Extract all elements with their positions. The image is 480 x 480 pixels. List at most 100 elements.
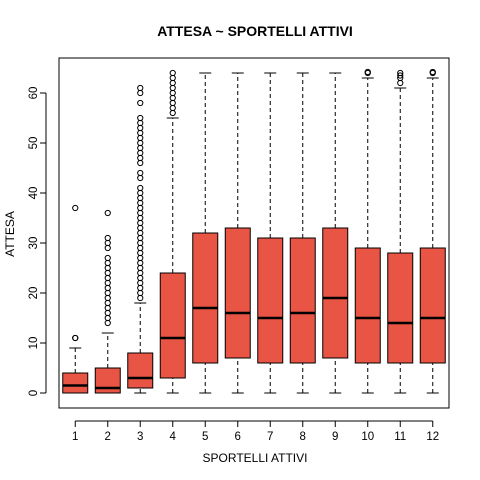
outlier-point — [137, 204, 144, 212]
box-rect — [257, 237, 284, 364]
box-group-6 — [224, 72, 251, 394]
outlier-point — [137, 239, 144, 247]
outlier-point — [169, 74, 176, 82]
outlier-point — [104, 274, 111, 282]
outlier-point — [137, 214, 144, 222]
chart-title: ATTESA ~ SPORTELLI ATTIVI — [157, 23, 353, 39]
outlier-point — [169, 104, 176, 112]
outlier-point — [429, 68, 436, 76]
outlier-point — [137, 119, 144, 127]
x-tick-label: 3 — [137, 431, 143, 443]
outlier-point — [137, 209, 144, 217]
outlier-point — [169, 94, 176, 102]
x-axis: 1 2 3 4 5 6 7 8 9 10 11 12 — [72, 420, 439, 443]
box-rect — [224, 227, 251, 359]
outlier-point — [137, 159, 144, 167]
outlier-point — [397, 79, 404, 87]
y-axis-label: ATTESA — [3, 211, 17, 257]
outlier-point — [169, 84, 176, 92]
outlier-point — [137, 184, 144, 192]
outlier-point — [137, 259, 144, 267]
outlier-point — [137, 189, 144, 197]
box-group-11 — [387, 69, 414, 394]
box-group-9 — [322, 72, 349, 394]
outlier-point — [104, 259, 111, 267]
y-tick-label: 60 — [28, 87, 40, 100]
x-tick-label: 10 — [361, 431, 374, 443]
y-tick-label: 40 — [28, 187, 40, 200]
outlier-point — [137, 154, 144, 162]
outlier-point — [397, 72, 404, 79]
x-tick-label: 9 — [332, 431, 338, 443]
outlier-point — [169, 99, 176, 107]
x-tick-label: 8 — [300, 431, 306, 443]
outlier-point — [137, 269, 144, 277]
outlier-point — [137, 244, 144, 252]
x-axis-label: SPORTELLI ATTIVI — [203, 451, 308, 465]
outlier-point — [137, 194, 144, 202]
outlier-point — [137, 219, 144, 227]
outlier-point — [72, 334, 79, 342]
box-rect — [419, 247, 446, 364]
box-rect — [62, 372, 89, 394]
y-tick-label: 30 — [28, 237, 40, 250]
outlier-point — [104, 314, 111, 322]
outlier-point — [169, 69, 176, 77]
box-rect — [354, 247, 381, 364]
outlier-point — [397, 69, 404, 77]
outlier-point — [137, 169, 144, 177]
x-tick-label: 7 — [267, 431, 273, 443]
box-group-8 — [289, 72, 316, 394]
outlier-point — [104, 254, 111, 262]
x-tick-label: 4 — [170, 431, 177, 443]
box-group-4 — [159, 69, 186, 394]
plot-frame — [58, 57, 450, 409]
outlier-point — [137, 134, 144, 142]
box-group-7 — [257, 72, 284, 394]
outlier-point — [137, 224, 144, 232]
outlier-point — [104, 209, 111, 217]
outlier-point — [137, 149, 144, 157]
box-group-12 — [419, 68, 446, 394]
y-axis: 0 10 20 30 40 50 60 — [28, 87, 47, 396]
outlier-point — [137, 199, 144, 207]
box-rect — [192, 232, 219, 364]
outlier-point — [137, 89, 144, 97]
outlier-point — [137, 139, 144, 147]
outlier-point — [137, 284, 144, 292]
outlier-point — [137, 124, 144, 132]
box-group-2 — [94, 209, 121, 394]
box-group-5 — [192, 72, 219, 394]
outlier-point — [104, 309, 111, 317]
x-tick-label: 11 — [394, 431, 406, 443]
outlier-point — [72, 204, 79, 212]
box-rect — [289, 237, 316, 364]
outlier-point — [137, 234, 144, 242]
outlier-point — [137, 174, 144, 182]
x-tick-label: 2 — [105, 431, 111, 443]
box-rect — [127, 352, 154, 389]
outlier-point — [137, 294, 144, 302]
x-tick-label: 5 — [202, 431, 208, 443]
outlier-point — [104, 244, 111, 252]
outlier-point — [137, 129, 144, 137]
outlier-point — [104, 279, 111, 287]
outlier-point — [137, 279, 144, 287]
outlier-point — [169, 89, 176, 97]
y-tick-label: 50 — [28, 137, 40, 150]
y-tick-label: 20 — [28, 287, 40, 300]
outlier-point — [137, 254, 144, 262]
x-tick-label: 12 — [426, 431, 439, 443]
outlier-point — [169, 109, 176, 117]
box-group-1 — [62, 204, 89, 394]
outlier-point — [137, 274, 144, 282]
outlier-point — [104, 304, 111, 312]
outlier-point — [104, 289, 111, 297]
outlier-point — [137, 249, 144, 257]
box-rect — [387, 252, 414, 364]
box-rect — [322, 227, 349, 359]
outlier-point — [104, 294, 111, 302]
outlier-point — [104, 264, 111, 272]
